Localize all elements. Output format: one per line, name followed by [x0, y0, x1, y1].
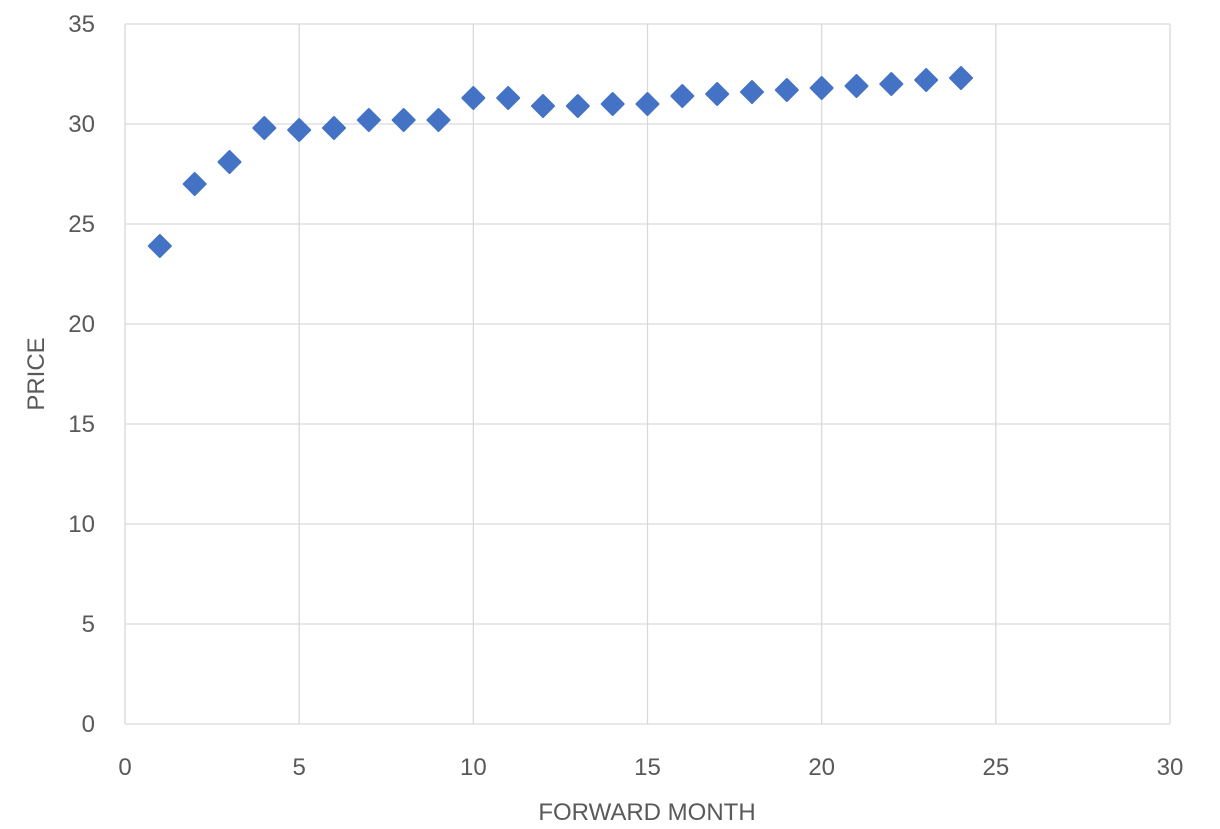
axes	[124, 24, 1170, 725]
y-axis-title: PRICE	[23, 337, 50, 410]
y-tick-label: 30	[68, 111, 95, 138]
data-point	[182, 172, 207, 196]
y-tick-label: 20	[68, 311, 95, 338]
data-point	[809, 76, 834, 100]
data-point	[565, 94, 590, 118]
x-tick-label: 10	[460, 754, 487, 781]
y-tick-label: 5	[82, 611, 95, 638]
data-point	[287, 118, 312, 142]
data-points	[147, 66, 973, 258]
data-point	[461, 86, 486, 110]
data-point	[879, 72, 904, 96]
data-point	[531, 94, 555, 118]
data-point	[600, 92, 625, 116]
y-tick-label: 15	[68, 411, 95, 438]
data-point	[774, 78, 799, 102]
data-point	[496, 86, 521, 110]
data-point	[705, 82, 730, 106]
x-axis-title: FORWARD MONTH	[538, 799, 755, 826]
gridlines	[125, 23, 1171, 724]
x-tick-label: 20	[808, 754, 835, 781]
y-tick-labels: 0 5 10 15 20 25 30 35	[68, 11, 95, 738]
data-point	[740, 80, 764, 104]
x-tick-label: 30	[1157, 754, 1184, 781]
x-tick-label: 15	[634, 754, 661, 781]
data-point	[914, 68, 939, 92]
data-point	[217, 150, 242, 174]
data-point	[844, 74, 869, 98]
data-point	[635, 92, 660, 116]
y-tick-label: 10	[68, 511, 95, 538]
data-point	[949, 66, 973, 90]
x-tick-label: 25	[982, 754, 1009, 781]
data-point	[356, 108, 381, 132]
data-point	[426, 108, 451, 132]
x-tick-label: 0	[118, 754, 131, 781]
data-point	[252, 116, 277, 140]
y-tick-label: 25	[68, 211, 95, 238]
y-tick-label: 0	[82, 711, 95, 738]
x-tick-label: 5	[292, 754, 305, 781]
data-point	[670, 84, 695, 108]
data-point	[147, 234, 172, 258]
data-point	[391, 108, 416, 132]
y-tick-label: 35	[68, 11, 95, 38]
x-tick-labels: 0 5 10 15 20 25 30	[118, 754, 1183, 781]
data-point	[322, 116, 346, 140]
